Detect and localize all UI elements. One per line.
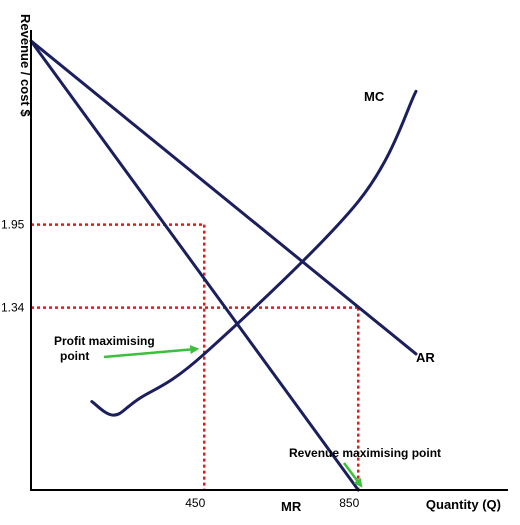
tick-labels: 1.95 1.34 450 850 (1, 218, 360, 510)
y-tick-label: 1.34 (1, 301, 25, 315)
series-mc-line (90, 89, 418, 417)
y-tick-label: 1.95 (1, 218, 25, 232)
y-axis-label: Revenue / cost $ (18, 14, 33, 117)
series-mc-label: MC (364, 89, 385, 104)
series-mr-line (29, 39, 360, 492)
series-ar-line (29, 39, 418, 356)
annotation-2-text: Revenue maximising point (289, 446, 441, 460)
x-tick-label: 850 (339, 496, 359, 510)
annotation-2-arrow (343, 462, 363, 488)
x-axis-label: Quantity (Q) (426, 497, 501, 512)
series-ar-label: AR (416, 350, 435, 365)
series-labels: AR MR MC (281, 89, 435, 514)
curves (29, 39, 418, 492)
guide-lines (31, 223, 360, 490)
x-tick-label: 450 (185, 496, 205, 510)
series-mr-label: MR (281, 499, 302, 514)
annotation-1-text: point (60, 349, 89, 363)
annotation-1-arrow (103, 345, 200, 359)
annotation-1-text: Profit maximising (54, 334, 155, 348)
